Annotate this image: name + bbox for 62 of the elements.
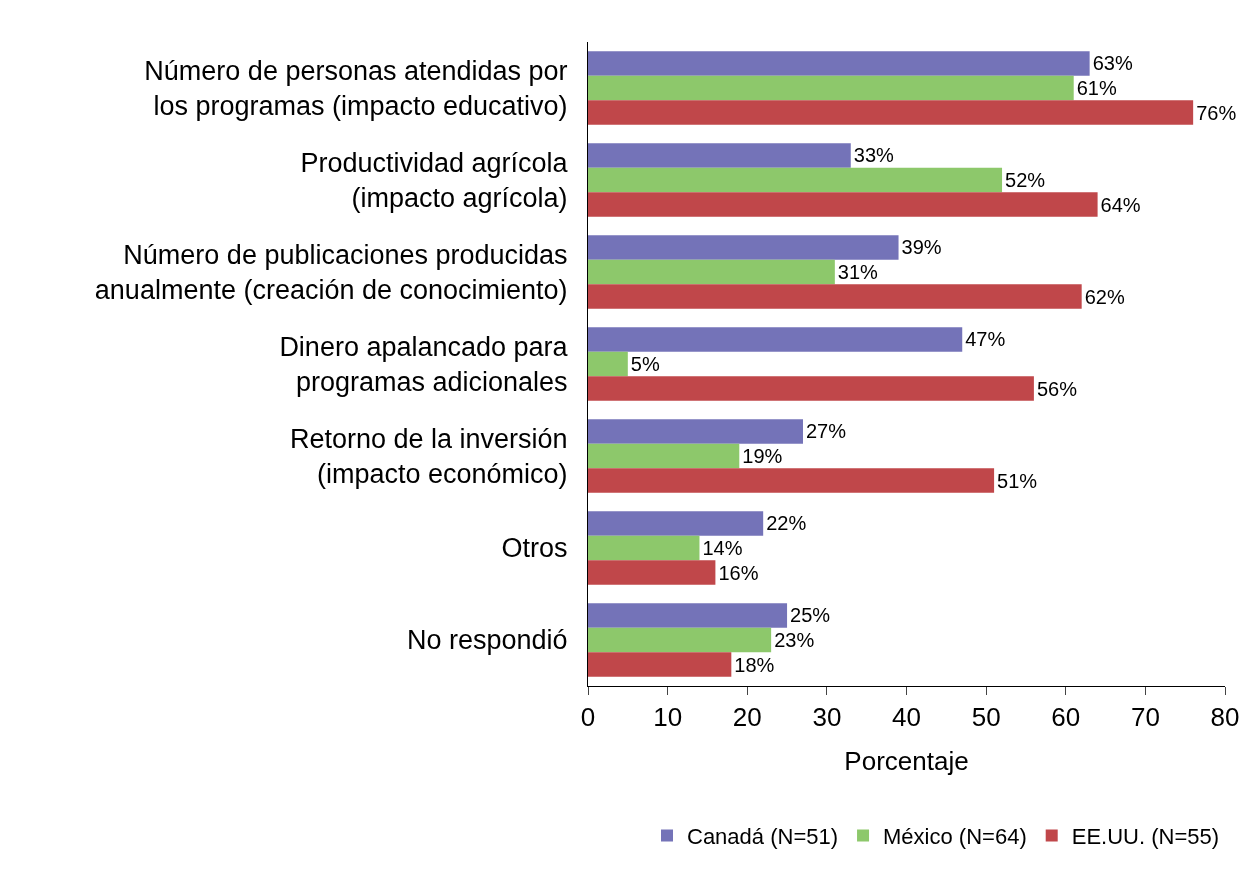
data-label: 62% bbox=[1084, 285, 1125, 308]
bar bbox=[588, 627, 772, 653]
x-axis-title: Porcentaje bbox=[844, 745, 969, 776]
bar bbox=[588, 351, 628, 377]
bar bbox=[588, 327, 963, 352]
bar bbox=[588, 167, 1003, 193]
bar bbox=[588, 652, 732, 677]
y-tick-label: Número de publicaciones producidas anualmente (creación de conocimiento) bbox=[94, 239, 568, 305]
data-label: 27% bbox=[805, 420, 847, 443]
bar bbox=[588, 192, 1098, 217]
data-label: 31% bbox=[837, 261, 879, 283]
data-label: 63% bbox=[1092, 52, 1133, 75]
data-label: 22% bbox=[766, 512, 807, 535]
bar bbox=[588, 376, 1034, 401]
x-tick-label: 80 bbox=[1210, 702, 1240, 733]
x-tick-label: 10 bbox=[653, 702, 683, 733]
data-label: 56% bbox=[1036, 377, 1078, 400]
data-label: 64% bbox=[1100, 193, 1141, 216]
data-label: 47% bbox=[965, 328, 1006, 351]
data-label: 52% bbox=[1005, 169, 1046, 191]
x-tick-label: 20 bbox=[732, 702, 762, 733]
legend-label: México (N=64) bbox=[883, 824, 1027, 850]
data-label: 16% bbox=[718, 561, 759, 584]
legend-label: Canadá (N=51) bbox=[687, 824, 839, 850]
data-label: 51% bbox=[997, 469, 1038, 492]
data-label: 18% bbox=[734, 653, 775, 676]
x-tick-label: 50 bbox=[971, 702, 1001, 733]
bar bbox=[588, 443, 740, 469]
x-tick-label: 70 bbox=[1130, 702, 1160, 733]
bar bbox=[588, 468, 995, 493]
bar bbox=[588, 51, 1090, 76]
x-tick-label: 0 bbox=[580, 702, 596, 733]
bar bbox=[588, 100, 1194, 125]
data-label: 39% bbox=[901, 236, 942, 259]
bar bbox=[588, 284, 1082, 309]
y-tick-label: Otros bbox=[501, 533, 568, 564]
data-label: 33% bbox=[853, 144, 895, 167]
y-tick-label: Dinero apalancado para programas adicionales bbox=[279, 331, 569, 397]
data-label: 61% bbox=[1076, 77, 1117, 99]
x-tick-label: 60 bbox=[1051, 702, 1081, 733]
x-tick-label: 30 bbox=[812, 702, 842, 733]
y-tick-label: Retorno de la inversión (impacto económico) bbox=[289, 423, 568, 489]
bar bbox=[588, 235, 899, 260]
data-label: 23% bbox=[774, 629, 815, 651]
bar bbox=[588, 603, 788, 628]
y-tick-label: Número de personas atendidas por los programas (impacto educativo) bbox=[144, 55, 568, 121]
y-tick-label: Productividad agrícola (impacto agrícola) bbox=[300, 147, 569, 213]
bar bbox=[588, 511, 764, 536]
data-label: 25% bbox=[790, 604, 831, 627]
bar bbox=[588, 143, 851, 168]
data-label: 14% bbox=[702, 537, 743, 559]
y-tick-label: No respondió bbox=[406, 625, 568, 656]
bar bbox=[588, 560, 716, 585]
bar bbox=[588, 419, 803, 444]
data-label: 19% bbox=[742, 445, 783, 467]
bar bbox=[588, 259, 835, 285]
legend-label: EE.UU. (N=55) bbox=[1071, 824, 1220, 850]
data-label: 76% bbox=[1196, 101, 1237, 124]
data-label: 5% bbox=[630, 353, 660, 375]
bar bbox=[588, 75, 1074, 101]
bar bbox=[588, 535, 700, 561]
x-tick-label: 40 bbox=[892, 702, 921, 733]
